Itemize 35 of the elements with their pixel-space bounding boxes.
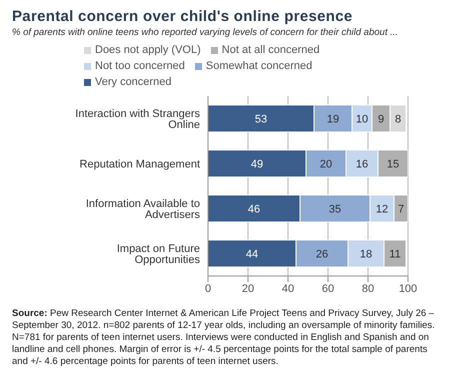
data-label: 53 <box>254 113 268 126</box>
legend-label: Not too concerned <box>95 60 185 72</box>
x-tick-label: 100 <box>398 282 418 295</box>
y-tick-label: Reputation Management <box>80 158 200 170</box>
data-label: 7 <box>398 203 404 216</box>
legend-label: Very concerned <box>95 76 172 88</box>
data-label: 49 <box>250 158 264 170</box>
data-label: 35 <box>328 203 342 216</box>
data-label: 26 <box>316 248 328 260</box>
source-note: Source: Pew Research Center Internet & American Life Project Teens and Privacy Survey, July 26 – September 30, 2012. n=802 parents of 12-17 year olds, including an oversample of minority families. N=781 for parents of teen internet users. Interviews were conducted in English and Spanish and on landline and cell phones. Margin of error is +/- 4.5 percentage points for the total sample of parents and +/- 4.6 percentage points for parents of teen internet users. <box>12 308 435 367</box>
legend-label: Does not apply (VOL) <box>95 44 201 56</box>
data-label: 11 <box>389 248 401 260</box>
y-tick-label: Information Available to Advertisers <box>86 198 200 221</box>
x-tick-label: 40 <box>282 282 294 295</box>
x-tick-label: 80 <box>362 282 374 295</box>
data-label: 44 <box>246 248 258 260</box>
legend-label: Somewhat concerned <box>206 60 312 72</box>
x-tick-label: 20 <box>242 282 254 295</box>
data-label: 19 <box>326 113 340 126</box>
chart-title: Parental concern over child's online presence <box>12 8 354 25</box>
data-label: 15 <box>386 158 400 170</box>
data-label: 16 <box>356 158 368 170</box>
legend-label: Not at all concerned <box>222 44 320 56</box>
y-tick-label: Impact on Future Opportunities <box>116 242 200 266</box>
chart-subtitle: % of parents with online teens who reported varying levels of concern for their child about ... <box>12 27 400 38</box>
data-label: 12 <box>376 203 388 216</box>
x-tick-label: 0 <box>204 282 212 295</box>
data-label: 46 <box>248 203 260 216</box>
x-tick-label: 60 <box>322 282 334 295</box>
data-label: 18 <box>360 248 372 260</box>
data-label: 10 <box>356 113 368 126</box>
data-label: 9 <box>378 113 384 126</box>
y-tick-label: Interaction with Strangers Online <box>75 108 200 131</box>
data-label: 8 <box>394 113 402 126</box>
data-label: 20 <box>320 158 332 170</box>
